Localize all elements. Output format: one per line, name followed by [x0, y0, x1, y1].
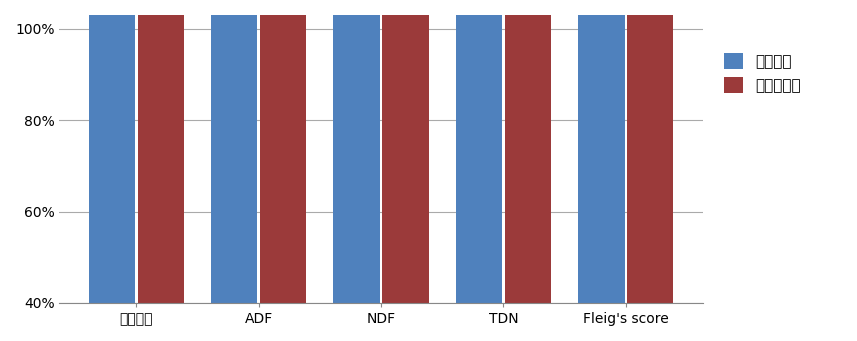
Bar — [88, 0, 135, 303]
Bar — [627, 0, 674, 303]
Bar — [260, 0, 307, 303]
Bar — [578, 0, 625, 303]
Bar — [138, 0, 184, 303]
Bar — [382, 0, 428, 303]
Legend: 영양보리, 초다수성밀: 영양보리, 초다수성밀 — [716, 46, 808, 101]
Bar — [211, 0, 257, 303]
Bar — [505, 0, 551, 303]
Bar — [333, 0, 380, 303]
Bar — [456, 0, 502, 303]
